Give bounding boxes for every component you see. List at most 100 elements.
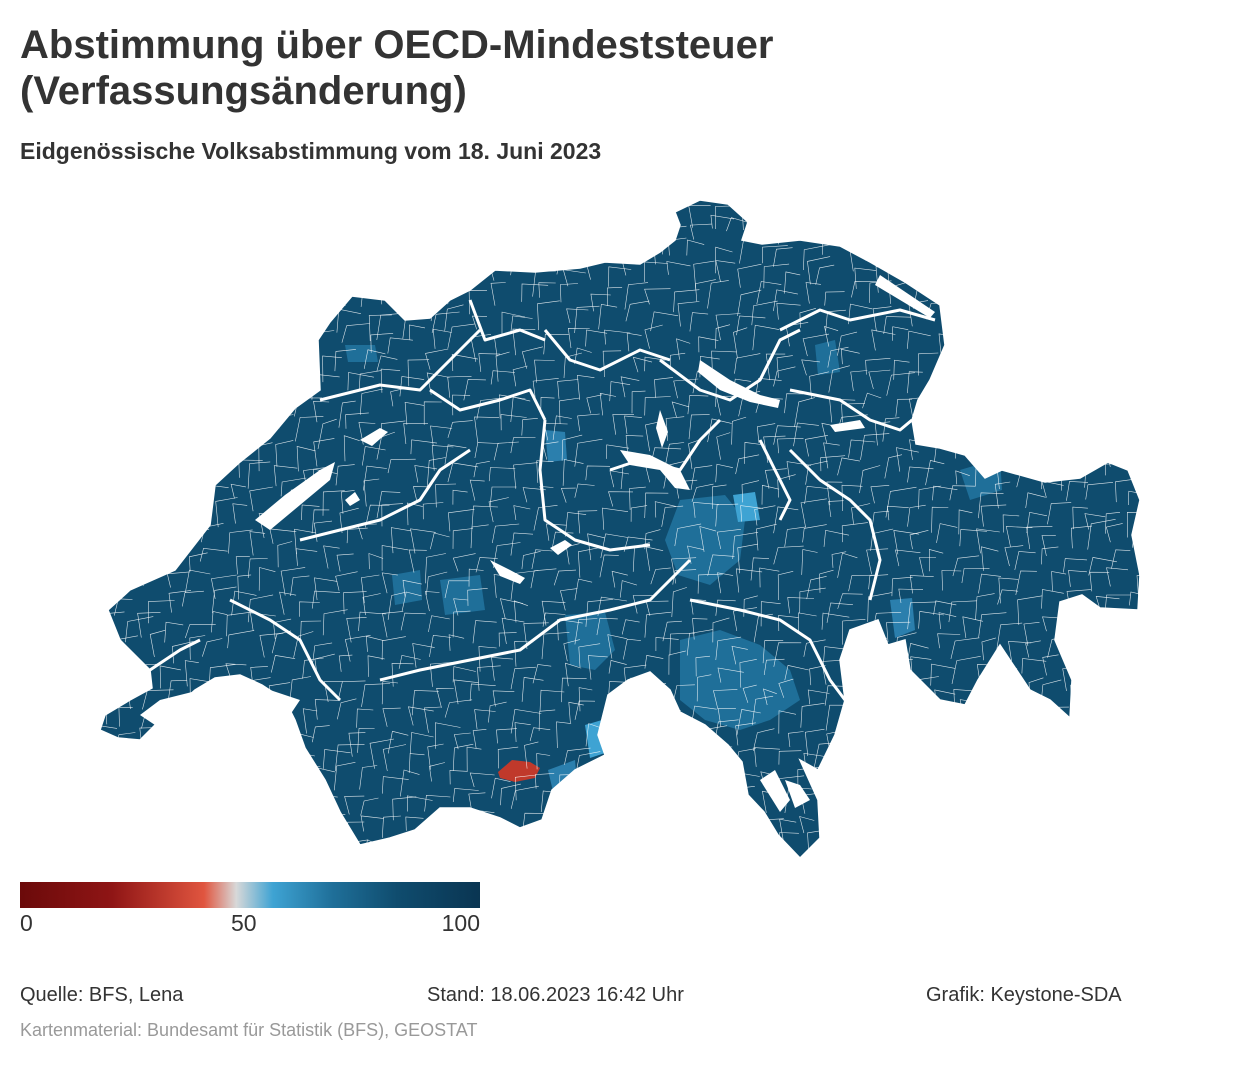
municipality-border <box>425 553 446 584</box>
municipality-border <box>1087 519 1116 550</box>
municipality-border <box>521 346 543 369</box>
municipality-border <box>113 381 133 407</box>
municipality-border <box>981 682 1002 705</box>
municipality-border <box>956 350 982 376</box>
municipality-border <box>1005 729 1031 748</box>
canton-border-geneva <box>149 638 201 672</box>
municipality-border <box>1089 571 1110 592</box>
municipality-border <box>1002 793 1030 819</box>
municipality-border <box>376 355 398 372</box>
municipality-border <box>427 266 448 288</box>
municipality-border <box>868 574 889 590</box>
municipality-border <box>546 816 564 841</box>
municipality-border <box>227 816 251 837</box>
municipality-border <box>167 285 192 305</box>
color-legend: 0 50 100 <box>20 882 480 938</box>
municipality-border <box>211 421 230 447</box>
municipality-border <box>784 526 806 547</box>
municipality-border <box>625 300 650 322</box>
municipality-border <box>139 459 163 481</box>
municipality-border <box>777 438 804 454</box>
municipality-border <box>400 218 418 244</box>
municipality-border <box>630 505 648 522</box>
municipality-border <box>100 248 122 263</box>
municipality-border <box>113 323 141 349</box>
municipality-border <box>993 259 1022 276</box>
municipality-border <box>232 746 261 761</box>
municipality-border <box>290 325 319 341</box>
municipality-border <box>104 816 123 833</box>
municipality-border <box>211 611 228 633</box>
municipality-border <box>463 379 486 401</box>
municipality-border <box>1065 748 1085 773</box>
municipality-border <box>995 373 1021 390</box>
municipality-border <box>564 747 591 765</box>
municipality-border <box>1095 832 1111 854</box>
municipality-border <box>275 440 294 467</box>
municipality-border <box>510 315 533 334</box>
municipality-border <box>513 505 531 520</box>
municipality-border <box>907 504 926 527</box>
municipality-border <box>678 728 699 747</box>
legend-min-label: 0 <box>20 910 33 936</box>
municipality-border <box>444 699 473 718</box>
municipality-border <box>339 507 359 534</box>
municipality-border <box>699 778 721 795</box>
municipality-border <box>979 288 1006 305</box>
municipality-border <box>961 568 990 584</box>
municipality-border <box>644 492 669 519</box>
municipality-border <box>695 279 716 302</box>
municipality-border <box>962 377 979 397</box>
municipality-border <box>696 674 712 702</box>
municipality-border <box>673 684 695 699</box>
municipality-border <box>1004 545 1024 567</box>
municipality-border <box>453 598 468 616</box>
municipality-border <box>998 577 1019 604</box>
municipality-border <box>981 637 996 661</box>
region-thurgau-patch <box>815 340 840 375</box>
municipality-border <box>205 727 222 756</box>
municipality-border <box>228 325 255 354</box>
municipality-border <box>1127 511 1140 538</box>
municipality-border <box>865 637 888 661</box>
municipality-border <box>206 280 231 304</box>
municipality-border <box>1135 732 1140 749</box>
municipality-border <box>803 639 826 657</box>
municipality-border <box>918 421 934 443</box>
municipality-border <box>100 566 113 587</box>
municipality-border <box>996 622 1023 651</box>
municipality-border <box>1041 412 1056 431</box>
municipality-border <box>821 612 850 630</box>
municipality-border <box>848 303 873 325</box>
municipality-border <box>604 744 630 764</box>
municipality-border <box>539 689 565 712</box>
municipality-border <box>868 369 891 389</box>
municipality-border <box>715 260 736 282</box>
municipality-border <box>538 709 556 731</box>
municipality-border <box>794 397 815 428</box>
municipality-border <box>1015 570 1037 595</box>
municipality-border <box>556 721 572 749</box>
municipality-border <box>754 747 780 767</box>
municipality-border <box>960 412 986 438</box>
municipality-border <box>279 376 295 396</box>
municipality-border <box>235 556 250 575</box>
municipality-border <box>1035 222 1058 245</box>
municipality-border <box>426 372 450 395</box>
municipality-border <box>960 222 975 239</box>
municipality-border <box>938 359 960 385</box>
municipality-border <box>762 245 788 264</box>
municipality-border <box>435 483 457 508</box>
municipality-border <box>124 483 151 509</box>
municipality-border <box>655 637 679 651</box>
municipality-border <box>687 545 704 564</box>
municipality-border <box>117 431 141 460</box>
municipality-border <box>644 396 671 416</box>
municipality-border <box>162 330 177 351</box>
municipality-border <box>100 200 115 221</box>
municipality-border <box>1106 702 1131 721</box>
chart-title: Abstimmung über OECD-Mindeststeuer (Verf… <box>20 23 774 113</box>
municipality-border <box>164 621 184 643</box>
municipality-border <box>119 788 144 803</box>
municipality-border <box>542 219 557 240</box>
